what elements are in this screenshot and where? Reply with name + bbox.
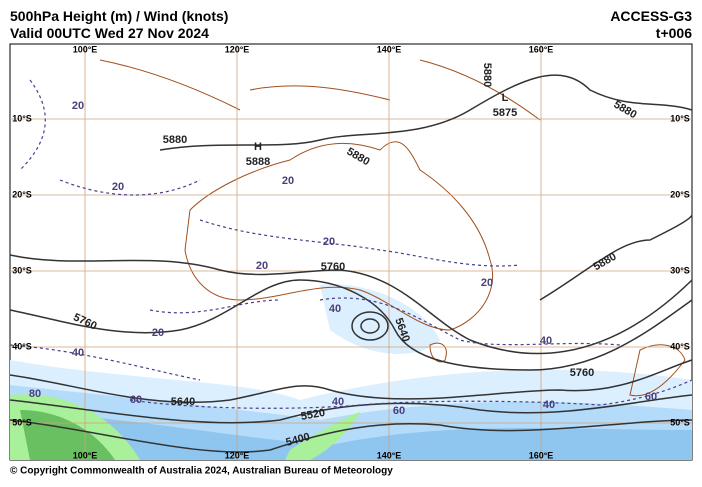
longitude-label: 140°E (377, 450, 402, 460)
longitude-label: 160°E (529, 450, 554, 460)
wind-label: 20 (152, 327, 164, 339)
model-name: ACCESS-G3 (610, 8, 692, 24)
wind-label: 40 (540, 335, 552, 347)
latitude-label: 20°S (670, 189, 690, 199)
latitude-label: 50°S (670, 417, 690, 427)
latitude-label: 30°S (12, 265, 32, 275)
wind-shading (10, 284, 692, 460)
latitude-label: 40°S (670, 341, 690, 351)
height-label: 5880 (163, 134, 187, 146)
latitude-label: 20°S (12, 189, 32, 199)
lead-time: t+006 (655, 25, 692, 41)
wind-label: 40 (72, 347, 84, 359)
height-label: 5888 (246, 156, 270, 168)
height-label: 5760 (321, 261, 345, 273)
wind-label: 60 (645, 391, 657, 403)
longitude-label: 140°E (377, 44, 402, 54)
wind-label: 40 (543, 399, 555, 411)
wind-label: 20 (323, 236, 335, 248)
latitude-label: 10°S (12, 113, 32, 123)
latitude-label: 10°S (670, 113, 690, 123)
wind-label: 60 (393, 405, 405, 417)
wind-label: 20 (112, 181, 124, 193)
wind-label: 40 (329, 303, 341, 315)
height-label: 5520 (300, 407, 326, 423)
coastlines (99, 59, 686, 397)
pressure-centre: L (502, 92, 509, 104)
map-title: 500hPa Height (m) / Wind (knots) (10, 8, 229, 24)
wind-label: 80 (29, 388, 41, 400)
wind-label: 60 (130, 394, 142, 406)
copyright: © Copyright Commonwealth of Australia 20… (10, 466, 393, 477)
wind-label: 20 (72, 100, 84, 112)
latitude-label: 30°S (670, 265, 690, 275)
wind-label: 20 (481, 277, 493, 289)
height-label: 5875 (493, 107, 517, 119)
wind-label: 40 (332, 396, 344, 408)
longitude-label: 120°E (225, 450, 250, 460)
height-label: 5640 (171, 396, 195, 408)
height-label: 5760 (570, 367, 594, 379)
height-label: 5880 (481, 63, 493, 87)
wind-label: 20 (282, 175, 294, 187)
wind-contours (9, 79, 693, 409)
valid-time: Valid 00UTC Wed 27 Nov 2024 (10, 25, 209, 41)
longitude-label: 160°E (529, 44, 554, 54)
latitude-label: 40°S (12, 341, 32, 351)
latitude-label: 50°S (12, 417, 32, 427)
longitude-label: 100°E (73, 450, 98, 460)
longitude-label: 120°E (225, 44, 250, 54)
pressure-centre: H (254, 141, 262, 153)
wind-label: 20 (256, 260, 268, 272)
longitude-label: 100°E (73, 44, 98, 54)
